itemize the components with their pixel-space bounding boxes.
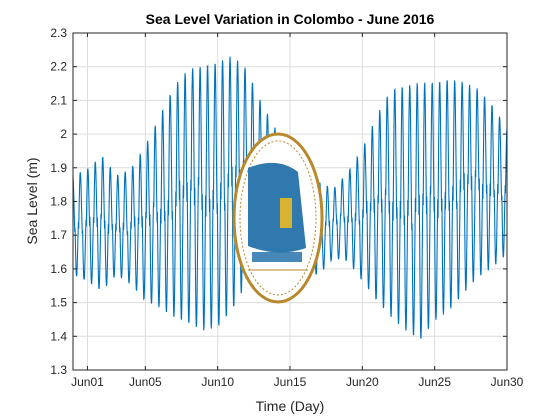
y-tick-label: 2.2 [50, 60, 67, 74]
y-tick-label: 2.1 [50, 93, 67, 107]
seal-flag-shape [248, 162, 306, 253]
x-tick-label: Jun05 [129, 375, 162, 389]
y-tick-label: 2.3 [50, 26, 67, 40]
y-tick-label: 1.5 [50, 296, 67, 310]
y-tick-label: 1.6 [50, 262, 67, 276]
x-tick-label: Jun01 [71, 375, 104, 389]
y-tick-label: 1.7 [50, 228, 67, 242]
x-tick-label: Jun10 [201, 375, 234, 389]
x-tick-label: Jun20 [346, 375, 379, 389]
x-axis: Jun01 Jun05 Jun10 Jun15 Jun20 Jun25 Jun30 [71, 33, 524, 389]
x-tick-label: Jun30 [491, 375, 524, 389]
y-tick-label: 1.3 [50, 363, 67, 377]
y-tick-label: 1.8 [50, 195, 67, 209]
chart-title: Sea Level Variation in Colombo - June 20… [146, 11, 435, 27]
seal-base-band [252, 252, 302, 262]
y-axis-label: Sea Level (m) [24, 157, 40, 244]
x-tick-label: Jun15 [274, 375, 307, 389]
seal-inner-ring [239, 140, 317, 296]
y-tick-label: 1.9 [50, 161, 67, 175]
y-tick-label: 2 [60, 127, 67, 141]
seal-gold-panel [280, 198, 292, 228]
y-tick-label: 1.4 [50, 329, 67, 343]
x-axis-label: Time (Day) [256, 398, 325, 414]
seal-emblem-icon [232, 132, 324, 304]
x-tick-label: Jun25 [418, 375, 451, 389]
y-axis: 1.3 1.4 1.5 1.6 1.7 1.8 1.9 2 2.1 2.2 2.3 [50, 26, 507, 377]
